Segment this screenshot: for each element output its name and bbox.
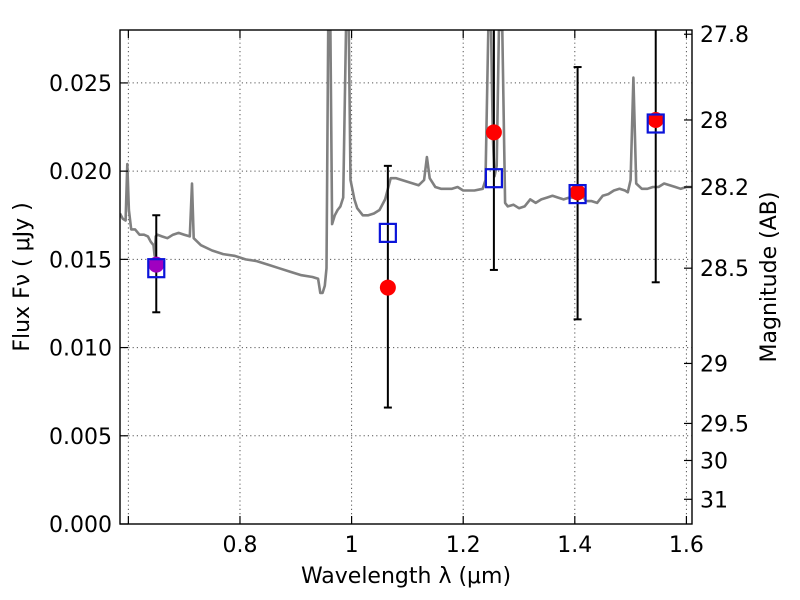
model-square [378,222,397,243]
x-tick-label: 1 [345,533,359,558]
observed-point [148,256,165,273]
right-axis-title: Magnitude (AB) [757,192,782,363]
observed-point [485,124,502,141]
right-tick-label: 31 [700,488,728,513]
y-axis-title: Flux Fν ( μJy ) [10,202,35,351]
tick-marks [120,30,692,525]
model-square [646,113,665,134]
plot-frame [119,29,693,525]
y-tick-labels: 0.000 0.005 0.010 0.015 0.020 0.025 [49,72,112,538]
right-tick-label: 27.8 [700,23,749,48]
observed-point [647,111,664,128]
error-bars [152,30,660,409]
spectrum-layer [120,30,692,295]
y-tick-label: 0.005 [49,425,112,450]
right-tick-label: 29.5 [700,412,749,437]
y-tick-label: 0.000 [49,513,112,538]
y-tick-label: 0.010 [49,337,112,362]
model-square [484,168,503,189]
right-tick-label: 29 [700,352,728,377]
x-axis-title: Wavelength λ (μm) [301,564,511,589]
x-tick-label: 1.6 [669,533,704,558]
right-tick-label: 30 [700,449,728,474]
model-square [568,183,587,205]
model-squares [147,113,665,279]
x-tick-labels: 0.8 1 1.2 1.4 1.6 [222,533,703,558]
spectrum-line [120,30,692,295]
grid-lines [120,30,692,525]
observed-point [379,279,396,296]
y-tick-label: 0.020 [49,160,112,185]
model-square [147,258,166,279]
right-tick-labels: 27.8 28 28.2 28.5 29 29.5 30 31 [700,23,749,513]
x-tick-label: 0.8 [222,533,257,558]
observed-point [569,184,586,201]
x-tick-label: 1.2 [446,533,481,558]
y-tick-label: 0.025 [49,72,112,97]
x-tick-label: 1.4 [557,533,592,558]
y-tick-label: 0.015 [49,248,112,273]
data-points [148,111,664,296]
right-tick-label: 28.5 [700,257,749,282]
right-tick-label: 28.2 [700,176,749,201]
right-tick-label: 28 [700,109,728,134]
